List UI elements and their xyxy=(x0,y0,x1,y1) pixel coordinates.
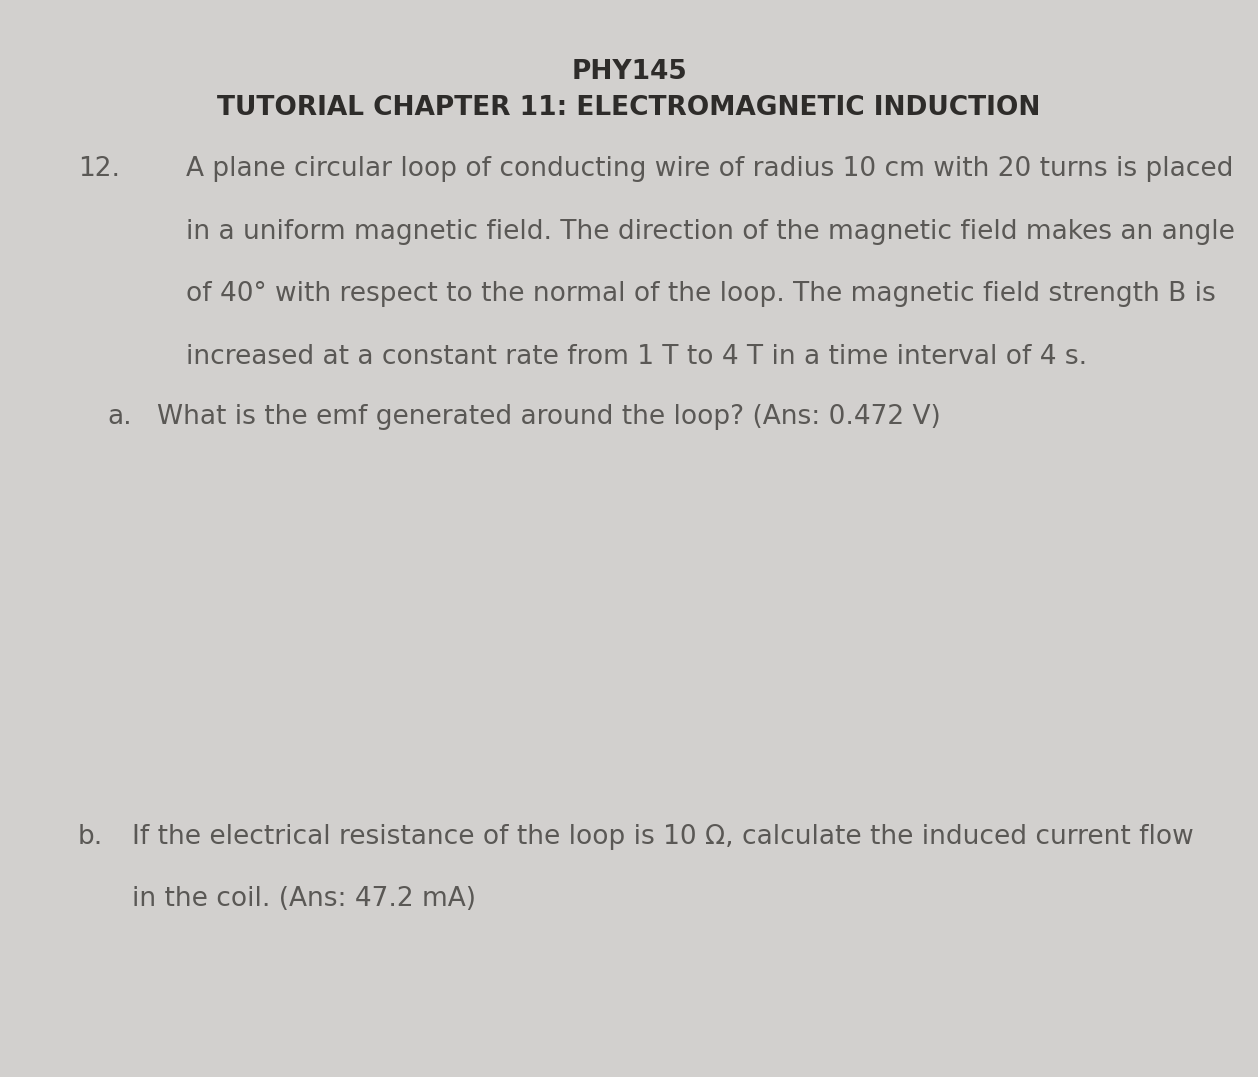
Text: If the electrical resistance of the loop is 10 Ω, calculate the induced current : If the electrical resistance of the loop… xyxy=(132,824,1194,850)
Text: b.: b. xyxy=(78,824,103,850)
Text: in the coil. (Ans: 47.2 mA): in the coil. (Ans: 47.2 mA) xyxy=(132,886,476,912)
Text: PHY145: PHY145 xyxy=(571,59,687,85)
Text: TUTORIAL CHAPTER 11: ELECTROMAGNETIC INDUCTION: TUTORIAL CHAPTER 11: ELECTROMAGNETIC IND… xyxy=(218,95,1040,121)
Text: increased at a constant rate from 1 T to 4 T in a time interval of 4 s.: increased at a constant rate from 1 T to… xyxy=(186,344,1087,369)
Text: a.: a. xyxy=(107,404,132,430)
Text: in a uniform magnetic field. The direction of the magnetic field makes an angle: in a uniform magnetic field. The directi… xyxy=(186,219,1235,244)
Text: 12.: 12. xyxy=(78,156,120,182)
Text: What is the emf generated around the loop? (Ans: 0.472 V): What is the emf generated around the loo… xyxy=(157,404,941,430)
Text: A plane circular loop of conducting wire of radius 10 cm with 20 turns is placed: A plane circular loop of conducting wire… xyxy=(186,156,1234,182)
Text: of 40° with respect to the normal of the loop. The magnetic field strength B is: of 40° with respect to the normal of the… xyxy=(186,281,1216,307)
